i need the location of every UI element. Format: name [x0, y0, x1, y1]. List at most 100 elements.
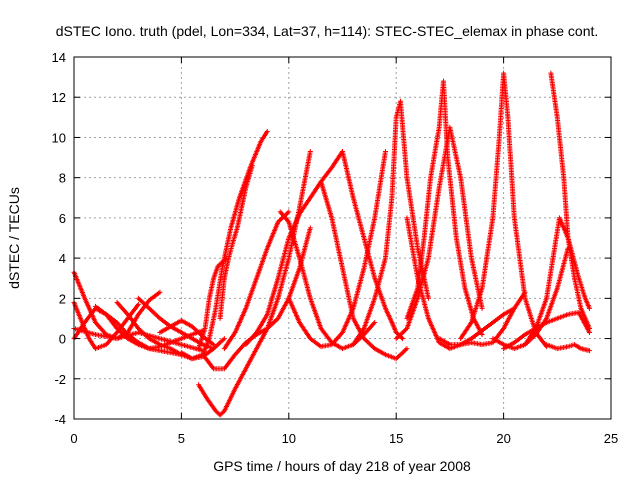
data-point: [352, 343, 355, 346]
y-tick-label: 12: [52, 90, 66, 105]
data-point: [277, 277, 279, 280]
data-point: [137, 313, 140, 316]
data-point: [180, 319, 183, 322]
data-point: [309, 150, 312, 153]
data-point: [406, 176, 408, 179]
data-point: [363, 237, 365, 239]
data-point: [225, 257, 228, 259]
data-point: [492, 337, 494, 340]
data-point: [556, 347, 559, 350]
data-series: [340, 149, 406, 342]
data-point: [567, 237, 569, 239]
data-point: [234, 353, 236, 356]
data-point: [470, 341, 473, 344]
data-point: [384, 150, 387, 153]
data-point: [588, 331, 591, 334]
data-point: [545, 317, 548, 320]
x-tick-label: 25: [604, 431, 618, 446]
data-point: [83, 297, 86, 300]
data-point: [588, 349, 591, 352]
x-tick-label: 0: [70, 431, 77, 446]
data-point: [204, 327, 206, 330]
data-point: [588, 327, 591, 330]
data-point: [401, 337, 404, 340]
data-series: [221, 209, 292, 352]
data-point: [502, 347, 505, 350]
data-point: [545, 321, 548, 324]
data-point: [159, 337, 161, 340]
data-point: [309, 227, 312, 229]
data-point: [320, 345, 322, 348]
data-point: [212, 343, 215, 346]
data-point: [277, 317, 279, 320]
data-series: [318, 179, 410, 362]
data-point: [584, 297, 586, 300]
data-point: [208, 297, 211, 300]
y-tick-label: 2: [59, 291, 66, 306]
data-point: [191, 357, 193, 360]
data-point: [492, 217, 494, 219]
data-point: [507, 116, 509, 119]
data-point: [191, 333, 193, 336]
data-point: [234, 388, 236, 390]
data-point: [395, 331, 398, 334]
data-point: [320, 327, 322, 330]
data-point: [352, 197, 355, 199]
data-point: [341, 331, 344, 334]
data-series: [544, 342, 592, 354]
data-point: [320, 180, 322, 183]
data-point: [449, 343, 451, 346]
data-point: [298, 207, 301, 209]
data-point: [438, 341, 441, 344]
data-point: [266, 327, 269, 330]
data-series: [393, 124, 485, 342]
data-point: [395, 357, 398, 360]
data-point: [159, 343, 161, 346]
data-point: [212, 367, 215, 370]
data-point: [148, 347, 150, 350]
data-point: [245, 307, 247, 310]
data-point: [573, 277, 576, 280]
data-point: [464, 287, 466, 290]
x-axis-label: GPS time / hours of day 218 of year 2008: [213, 458, 471, 474]
data-point: [94, 321, 97, 324]
data-point: [427, 297, 430, 300]
data-series: [277, 209, 378, 352]
data-point: [260, 140, 262, 143]
data-point: [331, 166, 333, 169]
data-point: [429, 176, 432, 179]
data-point: [180, 337, 183, 340]
data-series: [217, 163, 255, 321]
data-point: [449, 126, 451, 129]
data-series: [196, 255, 229, 352]
data-point: [427, 317, 430, 320]
data-point: [492, 321, 494, 324]
data-point: [159, 349, 161, 352]
data-point: [502, 327, 505, 330]
data-point: [513, 217, 516, 219]
data-point: [277, 221, 279, 223]
data-point: [481, 287, 483, 290]
data-point: [137, 297, 140, 300]
data-point: [116, 327, 118, 330]
data-point: [455, 237, 458, 239]
data-point: [395, 116, 398, 119]
data-point: [212, 347, 215, 350]
data-point: [255, 277, 258, 280]
data-point: [459, 343, 462, 346]
data-point: [481, 307, 483, 310]
data-point: [438, 126, 441, 129]
data-point: [298, 321, 301, 324]
data-point: [524, 333, 526, 336]
data-point: [567, 345, 569, 348]
data-point: [384, 353, 387, 356]
data-point: [341, 267, 344, 270]
data-point: [384, 307, 387, 310]
data-point: [148, 299, 150, 302]
data-point: [470, 337, 473, 340]
data-point: [245, 343, 247, 346]
y-tick-label: 10: [52, 130, 66, 145]
data-point: [180, 343, 183, 346]
data-point: [219, 414, 221, 416]
